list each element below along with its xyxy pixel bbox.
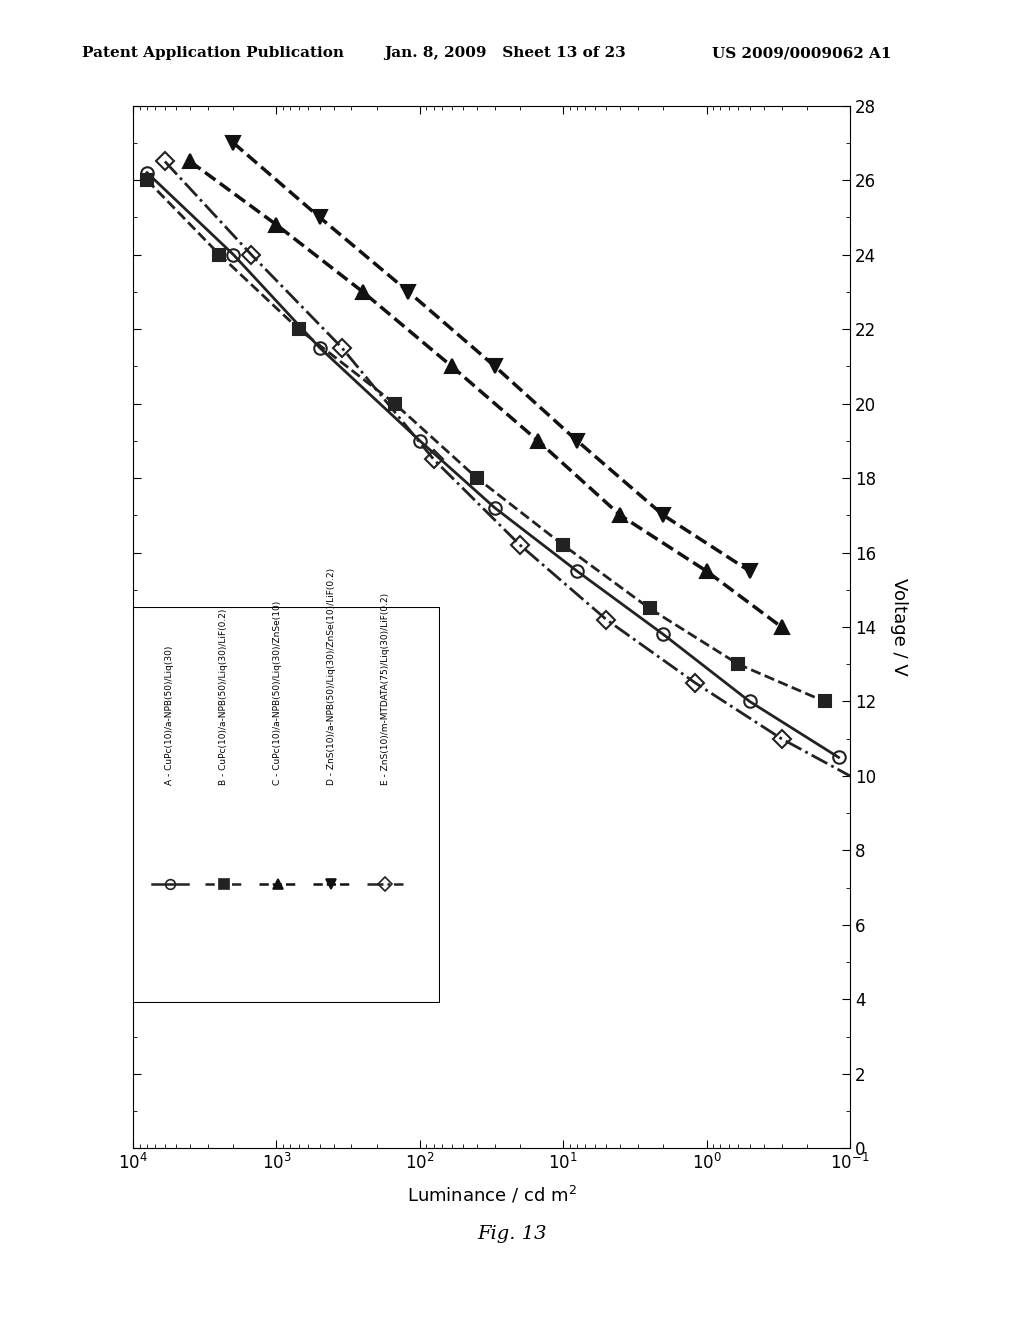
Text: US 2009/0009062 A1: US 2009/0009062 A1: [712, 46, 891, 61]
Text: Jan. 8, 2009   Sheet 13 of 23: Jan. 8, 2009 Sheet 13 of 23: [384, 46, 626, 61]
X-axis label: Luminance / cd m$^2$: Luminance / cd m$^2$: [407, 1184, 577, 1205]
Text: Patent Application Publication: Patent Application Publication: [82, 46, 344, 61]
Text: Fig. 13: Fig. 13: [477, 1225, 547, 1243]
Text: D - ZnS(10)/a-NPB(50)/Liq(30)/ZnSe(10)/LiF(0.2): D - ZnS(10)/a-NPB(50)/Liq(30)/ZnSe(10)/L…: [327, 569, 336, 785]
Text: B - CuPc(10)/a-NPB(50)/Liq(30)/LiF(0.2): B - CuPc(10)/a-NPB(50)/Liq(30)/LiF(0.2): [219, 609, 228, 785]
Text: A - CuPc(10)/a-NPB(50)/Liq(30): A - CuPc(10)/a-NPB(50)/Liq(30): [166, 645, 174, 785]
Text: E - ZnS(10)/m-MTDATA(75)/Liq(30)/LiF(0.2): E - ZnS(10)/m-MTDATA(75)/Liq(30)/LiF(0.2…: [381, 593, 389, 785]
Y-axis label: Voltage / V: Voltage / V: [890, 578, 908, 676]
Text: C - CuPc(10)/a-NPB(50)/Liq(30)/ZnSe(10): C - CuPc(10)/a-NPB(50)/Liq(30)/ZnSe(10): [273, 601, 282, 785]
